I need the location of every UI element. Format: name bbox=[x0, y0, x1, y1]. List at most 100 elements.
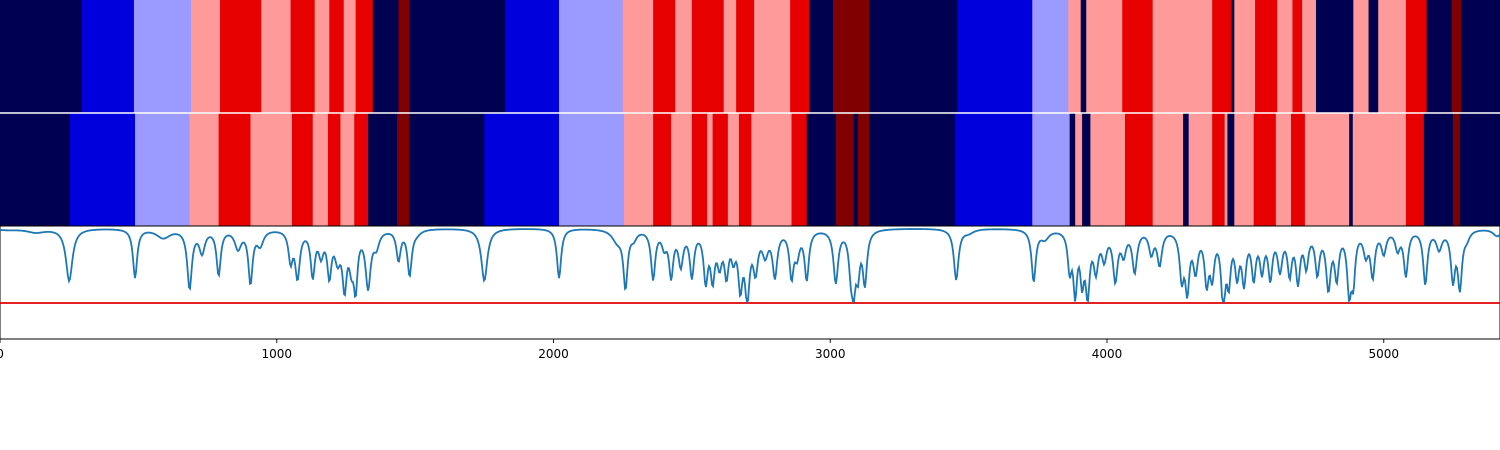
heatmap-cell bbox=[314, 0, 330, 113]
heatmap-cell bbox=[484, 113, 560, 226]
heatmap-cell bbox=[70, 113, 136, 226]
heatmap-cell bbox=[653, 113, 672, 226]
line-panel bbox=[0, 225, 1500, 340]
heatmap-cell bbox=[707, 113, 714, 226]
heatmap-cell bbox=[1032, 113, 1071, 226]
heatmap-cell bbox=[1212, 113, 1226, 226]
heatmap-cell bbox=[671, 113, 693, 226]
heatmap-cell bbox=[354, 113, 369, 226]
x-axis: 0 1000 2000 3000 4000 5000 bbox=[0, 339, 1399, 361]
heatmap-cell bbox=[1082, 113, 1091, 226]
heatmap-cell bbox=[675, 0, 693, 113]
heatmap-cell bbox=[1349, 113, 1354, 226]
heatmap-cell bbox=[261, 0, 291, 113]
heatmap-cell bbox=[790, 0, 810, 113]
heatmap-cell bbox=[1405, 113, 1425, 226]
heatmap-cell bbox=[1183, 113, 1190, 226]
heatmap-cell bbox=[340, 113, 355, 226]
signal-line bbox=[0, 228, 1500, 304]
heatmap-cell bbox=[653, 0, 676, 113]
heatmap-cell bbox=[723, 0, 737, 113]
heatmap-cell bbox=[1452, 113, 1461, 226]
x-tick-label: 0 bbox=[0, 347, 4, 361]
heatmap-cell bbox=[398, 0, 410, 113]
heatmap-cell bbox=[1090, 113, 1126, 226]
heatmap-cell bbox=[250, 113, 293, 226]
heatmap-cell bbox=[727, 113, 740, 226]
heatmap-cell bbox=[622, 0, 654, 113]
heatmap-cell bbox=[1423, 113, 1454, 226]
heatmap-cell bbox=[1234, 113, 1255, 226]
heatmap-cell bbox=[1080, 0, 1087, 113]
heatmap-cell bbox=[218, 113, 251, 226]
heatmap-cell bbox=[754, 0, 791, 113]
x-tick-label: 3000 bbox=[815, 347, 846, 361]
heatmap-cell bbox=[327, 113, 341, 226]
heatmap-cell bbox=[1277, 0, 1293, 113]
heatmap-cell bbox=[624, 113, 654, 226]
heatmap-cell bbox=[857, 113, 870, 226]
heatmap-cell bbox=[1461, 0, 1500, 113]
heatmap-cell bbox=[505, 0, 560, 113]
heatmap-cell bbox=[372, 0, 399, 113]
x-tick-label: 1000 bbox=[261, 347, 292, 361]
heatmap-row-top bbox=[0, 0, 1500, 113]
heatmap-cell bbox=[1426, 0, 1452, 113]
heatmap-cell bbox=[1152, 0, 1213, 113]
heatmap-cell bbox=[291, 113, 314, 226]
heatmap-row-bottom bbox=[0, 113, 1500, 226]
heatmap-cell bbox=[869, 0, 958, 113]
heatmap-cell bbox=[368, 113, 398, 226]
heatmap-cell bbox=[691, 113, 708, 226]
heatmap-cell bbox=[355, 0, 374, 113]
heatmap-cell bbox=[1315, 0, 1354, 113]
heatmap-cell bbox=[1405, 0, 1428, 113]
heatmap-cell bbox=[736, 0, 755, 113]
heatmap-cell bbox=[1353, 0, 1369, 113]
heatmap-cell bbox=[220, 0, 262, 113]
heatmap-cell bbox=[189, 113, 220, 226]
heatmap-cell bbox=[1212, 0, 1232, 113]
heatmap-cell bbox=[1227, 113, 1235, 226]
heatmap-cell bbox=[409, 0, 506, 113]
heatmap-cell bbox=[751, 113, 792, 226]
heatmap-cell bbox=[1122, 0, 1154, 113]
heatmap-cell bbox=[1032, 0, 1069, 113]
heatmap-cell bbox=[957, 0, 1033, 113]
heatmap-cell bbox=[1451, 0, 1462, 113]
heatmap-cell bbox=[809, 0, 834, 113]
heatmap-cell bbox=[133, 0, 192, 113]
heatmap-cell bbox=[1459, 113, 1500, 226]
heatmap-cell bbox=[869, 113, 956, 226]
heatmap-cell bbox=[135, 113, 190, 226]
heatmap-cell bbox=[1378, 0, 1407, 113]
heatmap-cell bbox=[1068, 0, 1082, 113]
heatmap-cell bbox=[1304, 113, 1350, 226]
heatmap-cell bbox=[1234, 0, 1256, 113]
heatmap-cell bbox=[329, 0, 345, 113]
x-tick-label: 4000 bbox=[1092, 347, 1123, 361]
heatmap-cell bbox=[835, 113, 855, 226]
heatmap-cell bbox=[1292, 0, 1303, 113]
heatmap-cell bbox=[1069, 113, 1076, 226]
heatmap-cell bbox=[1291, 113, 1306, 226]
heatmap-cell bbox=[1188, 113, 1213, 226]
heatmap-cell bbox=[1125, 113, 1154, 226]
heatmap-cell bbox=[1352, 113, 1407, 226]
heatmap-cell bbox=[806, 113, 837, 226]
heatmap-cell bbox=[691, 0, 725, 113]
heatmap-cell bbox=[559, 0, 624, 113]
heatmap-cell bbox=[1075, 113, 1083, 226]
heatmap-cell bbox=[1152, 113, 1184, 226]
heatmap-cell bbox=[791, 113, 808, 226]
heatmap-cell bbox=[1086, 0, 1123, 113]
heatmap-cell bbox=[954, 113, 1033, 226]
heatmap-cell bbox=[559, 113, 625, 226]
heatmap-cell bbox=[0, 0, 83, 113]
heatmap-cell bbox=[397, 113, 410, 226]
heatmap-cell bbox=[1253, 113, 1277, 226]
heatmap-cell bbox=[1275, 113, 1292, 226]
heatmap-cell bbox=[312, 113, 329, 226]
heatmap-cell bbox=[1224, 113, 1228, 226]
